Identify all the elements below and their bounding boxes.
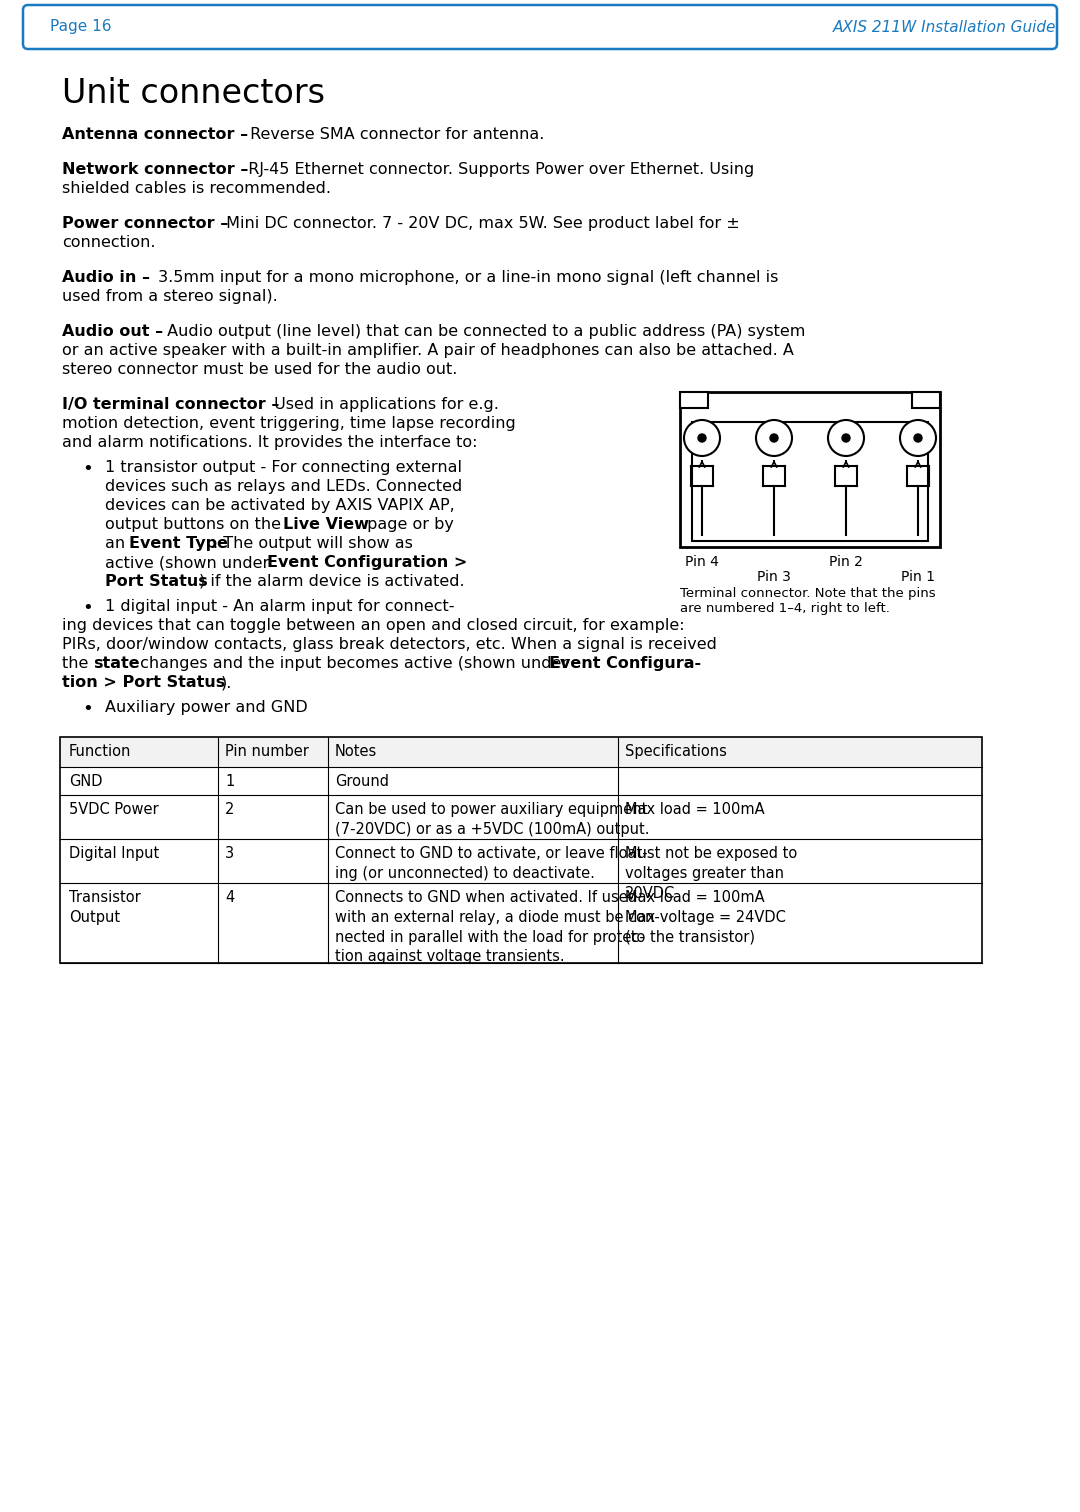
Text: Event Type: Event Type — [129, 535, 228, 550]
Text: Terminal connector. Note that the pins: Terminal connector. Note that the pins — [680, 587, 935, 600]
Text: motion detection, event triggering, time lapse recording: motion detection, event triggering, time… — [62, 416, 516, 431]
Text: ) if the alarm device is activated.: ) if the alarm device is activated. — [199, 575, 464, 590]
Bar — [680, 392, 708, 408]
Circle shape — [914, 434, 922, 442]
Text: devices can be activated by AXIS VAPIX AP,: devices can be activated by AXIS VAPIX A… — [105, 497, 455, 513]
Text: Audio in –: Audio in – — [62, 271, 150, 284]
Text: active (shown under: active (shown under — [105, 555, 274, 570]
Bar — [60, 767, 982, 795]
Text: ).: ). — [221, 674, 232, 689]
Text: 1: 1 — [225, 774, 234, 789]
Text: RJ-45 Ethernet connector. Supports Power over Ethernet. Using: RJ-45 Ethernet connector. Supports Power… — [238, 162, 754, 177]
Text: Event Configuration >: Event Configuration > — [267, 555, 468, 570]
Text: 3: 3 — [225, 847, 234, 860]
Text: stereo connector must be used for the audio out.: stereo connector must be used for the au… — [62, 361, 457, 376]
Bar — [60, 883, 982, 963]
Text: Max load = 100mA: Max load = 100mA — [625, 801, 765, 816]
Text: Function: Function — [69, 744, 132, 759]
Text: output buttons on the: output buttons on the — [105, 517, 286, 532]
Text: Unit connectors: Unit connectors — [62, 77, 325, 110]
Circle shape — [684, 420, 720, 457]
Text: an: an — [105, 535, 131, 550]
Text: Event Configura-: Event Configura- — [549, 656, 701, 671]
Circle shape — [756, 420, 792, 457]
Text: Pin number: Pin number — [225, 744, 309, 759]
Text: tion > Port Status: tion > Port Status — [62, 674, 226, 689]
Bar — [912, 392, 940, 408]
Text: Pin 1: Pin 1 — [901, 570, 935, 584]
Text: •: • — [82, 700, 93, 718]
Text: 5VDC Power: 5VDC Power — [69, 801, 159, 816]
Text: Port Status: Port Status — [105, 575, 207, 590]
FancyBboxPatch shape — [23, 5, 1057, 48]
Text: shielded cables is recommended.: shielded cables is recommended. — [62, 181, 330, 197]
Text: Network connector –: Network connector – — [62, 162, 248, 177]
Text: •: • — [82, 460, 93, 478]
Text: Antenna connector –: Antenna connector – — [62, 127, 248, 142]
Text: Audio out –: Audio out – — [62, 324, 163, 339]
Text: Auxiliary power and GND: Auxiliary power and GND — [105, 700, 308, 715]
Text: 4: 4 — [225, 891, 234, 906]
Bar — [60, 736, 982, 767]
Bar — [60, 839, 982, 883]
Text: used from a stereo signal).: used from a stereo signal). — [62, 289, 278, 304]
Text: Pin 4: Pin 4 — [685, 555, 719, 569]
Text: page or by: page or by — [362, 517, 454, 532]
Bar — [60, 736, 982, 963]
Text: Pin 3: Pin 3 — [757, 570, 791, 584]
Text: 3.5mm input for a mono microphone, or a line-in mono signal (left channel is: 3.5mm input for a mono microphone, or a … — [153, 271, 779, 284]
Circle shape — [900, 420, 936, 457]
Bar — [692, 422, 928, 541]
Circle shape — [842, 434, 850, 442]
Text: AXIS 211W Installation Guide: AXIS 211W Installation Guide — [833, 20, 1056, 35]
Text: Audio output (line level) that can be connected to a public address (PA) system: Audio output (line level) that can be co… — [162, 324, 806, 339]
Text: 2: 2 — [225, 801, 234, 816]
Text: Power connector –: Power connector – — [62, 216, 228, 231]
Text: devices such as relays and LEDs. Connected: devices such as relays and LEDs. Connect… — [105, 479, 462, 494]
Text: Reverse SMA connector for antenna.: Reverse SMA connector for antenna. — [245, 127, 544, 142]
Text: are numbered 1–4, right to left.: are numbered 1–4, right to left. — [680, 602, 890, 615]
Text: Max load = 100mA
Max voltage = 24VDC
(to the transistor): Max load = 100mA Max voltage = 24VDC (to… — [625, 891, 786, 945]
Text: 1 transistor output - For connecting external: 1 transistor output - For connecting ext… — [105, 460, 462, 475]
Text: Connects to GND when activated. If used
with an external relay, a diode must be : Connects to GND when activated. If used … — [335, 891, 660, 965]
Text: Transistor
Output: Transistor Output — [69, 891, 140, 925]
Text: and alarm notifications. It provides the interface to:: and alarm notifications. It provides the… — [62, 435, 477, 451]
Circle shape — [770, 434, 778, 442]
Text: Ground: Ground — [335, 774, 389, 789]
Circle shape — [828, 420, 864, 457]
Text: 1 digital input - An alarm input for connect-: 1 digital input - An alarm input for con… — [105, 599, 455, 614]
Text: connection.: connection. — [62, 234, 156, 249]
Text: state: state — [93, 656, 139, 671]
Text: Live View: Live View — [283, 517, 369, 532]
Text: Notes: Notes — [335, 744, 377, 759]
Text: Used in applications for e.g.: Used in applications for e.g. — [269, 398, 499, 411]
Text: Pin 2: Pin 2 — [829, 555, 863, 569]
Text: •: • — [82, 599, 93, 617]
Text: PIRs, door/window contacts, glass break detectors, etc. When a signal is receive: PIRs, door/window contacts, glass break … — [62, 637, 717, 652]
Text: GND: GND — [69, 774, 103, 789]
Text: Can be used to power auxiliary equipment
(7-20VDC) or as a +5VDC (100mA) output.: Can be used to power auxiliary equipment… — [335, 801, 649, 836]
Text: Digital Input: Digital Input — [69, 847, 159, 860]
Text: Connect to GND to activate, or leave float-
ing (or unconnected) to deactivate.: Connect to GND to activate, or leave flo… — [335, 847, 648, 881]
Text: Mini DC connector. 7 - 20V DC, max 5W. See product label for ±: Mini DC connector. 7 - 20V DC, max 5W. S… — [221, 216, 740, 231]
Text: ing devices that can toggle between an open and closed circuit, for example:: ing devices that can toggle between an o… — [62, 618, 685, 634]
Bar — [680, 392, 940, 547]
Bar — [60, 795, 982, 839]
Text: . The output will show as: . The output will show as — [213, 535, 413, 550]
Circle shape — [698, 434, 706, 442]
Text: Page 16: Page 16 — [50, 20, 111, 35]
Text: or an active speaker with a built-in amplifier. A pair of headphones can also be: or an active speaker with a built-in amp… — [62, 343, 794, 358]
Text: Specifications: Specifications — [625, 744, 727, 759]
Text: the: the — [62, 656, 94, 671]
Text: Must not be exposed to
voltages greater than
20VDC: Must not be exposed to voltages greater … — [625, 847, 797, 901]
Text: changes and the input becomes active (shown under: changes and the input becomes active (sh… — [135, 656, 573, 671]
Text: I/O terminal connector –: I/O terminal connector – — [62, 398, 280, 411]
